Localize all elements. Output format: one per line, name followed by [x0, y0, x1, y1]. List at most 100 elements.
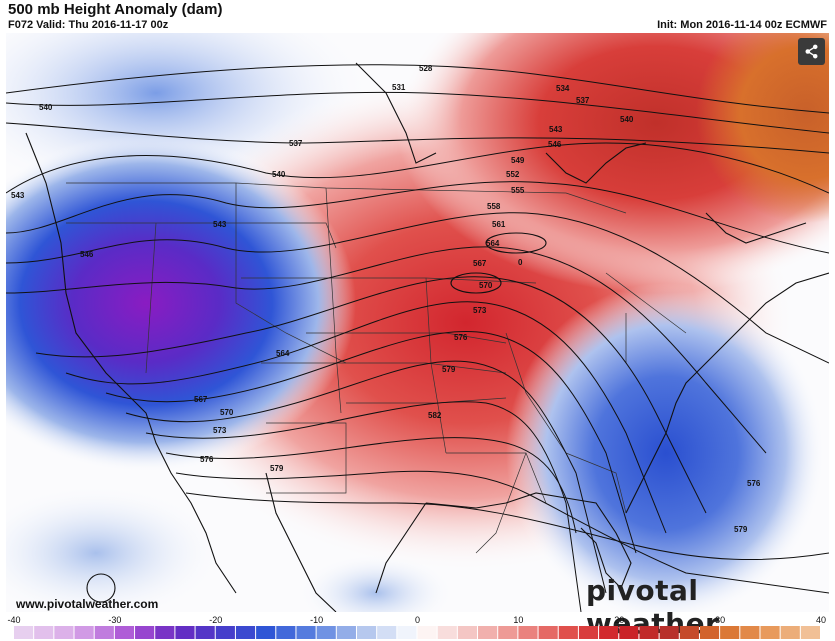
colorbar-cell: [417, 626, 437, 639]
colorbar-cell: [316, 626, 336, 639]
colorbar-cell: [114, 626, 135, 639]
colorbar-cell: [639, 626, 659, 639]
colorbar-cell: [780, 626, 800, 639]
colorbar-cell: [14, 626, 34, 639]
colorbar-cell: [740, 626, 760, 639]
colorbar-cell: [276, 626, 296, 639]
orange-anomaly: [696, 33, 829, 223]
contour-label: 537: [576, 96, 590, 105]
colorbar-cell: [457, 626, 478, 639]
colorbar-cell: [498, 626, 518, 639]
contour-label: 579: [442, 365, 456, 374]
colorbar-cell: [377, 626, 397, 639]
contour-label: 543: [549, 125, 563, 134]
colorbar-tick-label: 0: [415, 615, 420, 625]
colorbar-cell: [356, 626, 377, 639]
colorbar-cell: [215, 626, 235, 639]
colorbar-cell: [518, 626, 538, 639]
colorbar-tick-label: 10: [513, 615, 523, 625]
contour-label: 540: [39, 103, 53, 112]
contour-label: 543: [213, 220, 227, 229]
valid-time: F072 Valid: Thu 2016-11-17 00z: [8, 19, 169, 31]
anomaly-colorbar: -40 -30 -20 -10 0 10 20 30 40: [7, 615, 826, 639]
contour-label: 540: [620, 115, 634, 124]
contour-label: 564: [276, 349, 290, 358]
colorbar-tick-label: 40: [816, 615, 826, 625]
colorbar-cell: [296, 626, 316, 639]
colorbar-cell: [235, 626, 256, 639]
contour-label: 579: [270, 464, 284, 473]
contour-label: 573: [473, 306, 487, 315]
colorbar-cell: [538, 626, 558, 639]
coastlines: [25, 62, 829, 612]
southwest-negative-anomaly: [6, 483, 226, 612]
map-title: 500 mb Height Anomaly (dam): [8, 1, 223, 18]
colorbar-cell: [437, 626, 457, 639]
contour-label: 558: [487, 202, 501, 211]
contour-label: 528: [419, 64, 433, 73]
contour-label: 567: [473, 259, 487, 268]
colorbar-cell: [94, 626, 114, 639]
colorbar-cell: [478, 626, 498, 639]
contour-label: 570: [479, 281, 493, 290]
colorbar-cell: [135, 626, 155, 639]
share-button[interactable]: [798, 38, 825, 65]
colorbar-tick-label: -40: [7, 615, 20, 625]
height-contours: [6, 64, 829, 612]
colorbar-ticks: -40 -30 -20 -10 0 10 20 30 40: [7, 615, 826, 625]
colorbar-cell: [578, 626, 599, 639]
contour-label: 582: [428, 411, 442, 420]
colorbar-tick-label: -30: [108, 615, 121, 625]
contour-label: 567: [194, 395, 208, 404]
colorbar-cell: [155, 626, 175, 639]
init-time: Init: Mon 2016-11-14 00z ECMWF: [657, 19, 827, 31]
contour-label: 540: [272, 170, 286, 179]
colorbar-cell: [720, 626, 740, 639]
contour-label: 531: [392, 83, 406, 92]
colorbar-cell: [760, 626, 780, 639]
svg-text:0: 0: [518, 258, 523, 267]
contour-label: 552: [506, 170, 520, 179]
contour-label: 576: [454, 333, 468, 342]
colorbar-cell: [195, 626, 215, 639]
colorbar-cell: [599, 626, 619, 639]
colorbar-tick-label: 30: [715, 615, 725, 625]
share-icon: [805, 44, 818, 59]
south-negative-anomaly: [296, 553, 456, 612]
height-anomaly-map: 528 531 534 537 540 540 540 537 543 543 …: [6, 33, 829, 612]
contour-label: 561: [492, 220, 506, 229]
colorbar-cell: [699, 626, 720, 639]
website-url[interactable]: www.pivotalweather.com: [16, 597, 159, 611]
contour-label: 534: [556, 84, 570, 93]
contour-label: 579: [734, 525, 748, 534]
contour-label: 576: [747, 479, 761, 488]
contour-label: 576: [200, 455, 214, 464]
contour-label: 573: [213, 426, 227, 435]
colorbar-cells: [14, 626, 820, 639]
colorbar-cell: [619, 626, 639, 639]
colorbar-cell: [679, 626, 699, 639]
contour-label: 570: [220, 408, 234, 417]
contour-label: 537: [289, 139, 303, 148]
contour-label: 549: [511, 156, 525, 165]
colorbar-cell: [175, 626, 195, 639]
contour-label: 555: [511, 186, 525, 195]
colorbar-tick-label: -20: [209, 615, 222, 625]
colorbar-cell: [397, 626, 417, 639]
contour-label: 546: [80, 250, 94, 259]
colorbar-cell: [54, 626, 74, 639]
colorbar-cell: [800, 626, 820, 639]
colorbar-cell: [74, 626, 94, 639]
colorbar-cell: [256, 626, 276, 639]
eastern-negative-anomaly: [506, 283, 826, 612]
colorbar-cell: [34, 626, 54, 639]
colorbar-tick-label: 20: [614, 615, 624, 625]
contour-labels: 528 531 534 537 540 540 540 537 543 543 …: [11, 64, 761, 534]
boundaries: [66, 182, 687, 554]
colorbar-cell: [659, 626, 679, 639]
contour-label: 543: [11, 191, 25, 200]
western-negative-anomaly: [6, 133, 356, 473]
contour-label: 564: [486, 239, 500, 248]
colorbar-cell: [558, 626, 578, 639]
colorbar-tick-label: -10: [310, 615, 323, 625]
